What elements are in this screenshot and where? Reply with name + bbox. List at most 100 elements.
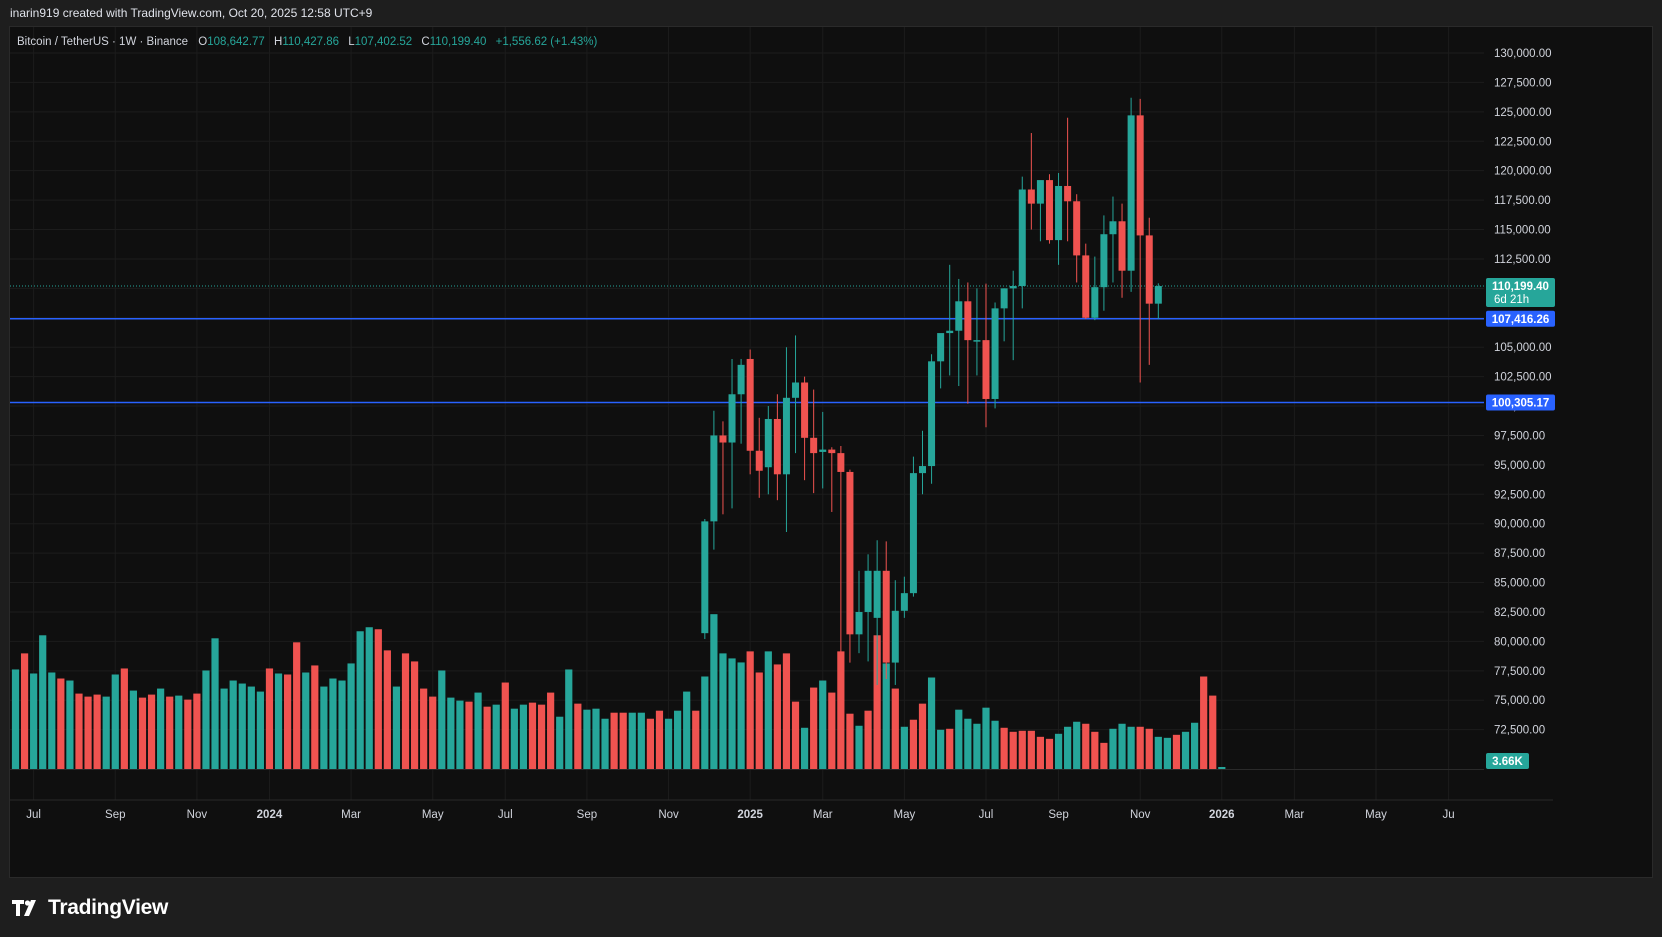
time-tick-label: 2025: [737, 809, 763, 821]
volume-bar: [438, 670, 446, 769]
volume-bar: [891, 688, 899, 769]
volume-bar: [57, 678, 65, 769]
volume-bar: [1054, 733, 1063, 769]
candle-body: [1073, 201, 1081, 256]
volume-bar: [202, 670, 210, 769]
candle-body: [928, 361, 936, 467]
price-tick-label: 77,500.00: [1494, 666, 1545, 678]
volume-bar: [565, 669, 573, 769]
candle-body: [1064, 185, 1072, 202]
volume-bar: [982, 707, 990, 769]
volume-bar: [220, 688, 228, 769]
volume-bar: [75, 693, 83, 769]
candle-body: [728, 394, 736, 443]
volume-bar: [1154, 736, 1162, 769]
time-tick-label: Mar: [813, 809, 833, 821]
candle-body: [882, 570, 890, 663]
volume-bar: [1018, 730, 1026, 769]
volume-bar: [646, 718, 654, 769]
volume-bar: [365, 627, 373, 769]
candle-body: [1000, 288, 1008, 309]
tradingview-logo-text: TradingView: [48, 896, 169, 919]
volume-bar: [48, 672, 56, 769]
candle-body: [746, 358, 754, 451]
volume-bar: [374, 629, 382, 769]
time-tick-label: 2026: [1209, 809, 1235, 821]
candle-body: [719, 435, 727, 443]
candle-body: [982, 340, 990, 399]
time-tick-label: May: [422, 809, 444, 821]
volume-bar: [30, 673, 38, 769]
time-axis: Jul Sep Nov 2024 Mar May Jul Sep Nov 2025 Mar May Ju…: [10, 799, 1553, 821]
candle-body: [1091, 287, 1099, 318]
volume-bar: [274, 673, 283, 769]
high-value: 110,427.86: [282, 36, 340, 48]
level-badge-label: 107,416.26: [1492, 314, 1550, 326]
candle-body: [810, 437, 818, 454]
candle-body: [801, 382, 809, 438]
volume-bar: [855, 725, 863, 769]
volume-bar: [655, 710, 664, 769]
volume-bar: [1118, 723, 1126, 769]
volume-bar: [1181, 731, 1190, 769]
volume-bar: [456, 700, 464, 769]
time-tick-label: May: [893, 809, 915, 821]
candle-body: [891, 610, 899, 663]
candle-body: [900, 593, 908, 611]
volume-bar: [410, 661, 419, 769]
price-tick-label: 97,500.00: [1494, 430, 1545, 442]
candle-body: [1009, 286, 1017, 289]
price-tick-label: 92,500.00: [1494, 489, 1545, 501]
symbol-title[interactable]: Bitcoin / TetherUS · 1W · Binance: [17, 36, 189, 48]
volume-bars: [10, 614, 1484, 770]
candle-body: [737, 364, 745, 395]
price-tick-label: 105,000.00: [1494, 342, 1552, 354]
level-badge: [1486, 394, 1555, 411]
volume-bar: [157, 688, 165, 769]
volume-badge-label: 3.66K: [1492, 756, 1523, 768]
volume-bar: [347, 663, 355, 769]
current-price-badge: [1486, 278, 1555, 308]
countdown-label: 6d 21h: [1494, 294, 1529, 306]
volume-bar: [764, 651, 772, 769]
volume-bar: [710, 614, 718, 769]
volume-bar: [1127, 726, 1135, 769]
volume-bar: [510, 708, 518, 769]
candle-body: [1027, 189, 1035, 204]
volume-bar: [11, 669, 20, 769]
level-badge-label: 100,305.17: [1492, 397, 1550, 409]
price-tick-label: 85,000.00: [1494, 578, 1545, 590]
volume-bar: [184, 699, 192, 769]
volume-bar: [900, 726, 908, 769]
price-tick-label: 72,500.00: [1494, 725, 1545, 737]
volume-bar: [1091, 731, 1099, 769]
volume-bar: [1163, 737, 1171, 769]
close-label: C: [421, 36, 430, 48]
price-tick-label: 127,500.00: [1494, 77, 1552, 89]
price-tick-label: 75,000.00: [1494, 695, 1545, 707]
volume-bar: [882, 663, 890, 769]
volume-bar: [619, 712, 627, 769]
volume-bar: [247, 686, 255, 769]
candle-body: [755, 450, 763, 471]
candle-body: [782, 397, 790, 475]
candle-body: [710, 435, 718, 522]
volume-bar: [93, 694, 101, 769]
volume-bar: [610, 712, 618, 769]
volume-bar: [828, 692, 836, 769]
candle-body: [946, 330, 954, 334]
candle-body: [819, 449, 827, 452]
candles: [701, 97, 1162, 685]
candle-body: [701, 521, 709, 634]
candle-body: [828, 449, 836, 454]
attribution-text: inarin919 created with TradingView.com, …: [10, 6, 373, 20]
time-tick-label: 2024: [257, 809, 283, 821]
tradingview-logo[interactable]: TradingView: [12, 895, 168, 921]
price-tick-label: 120,000.00: [1494, 166, 1552, 178]
price-tick-label: 102,500.00: [1494, 372, 1552, 384]
volume-bar: [256, 691, 264, 769]
volume-bar: [84, 696, 92, 769]
volume-bar: [964, 718, 972, 769]
volume-bar: [973, 723, 981, 769]
